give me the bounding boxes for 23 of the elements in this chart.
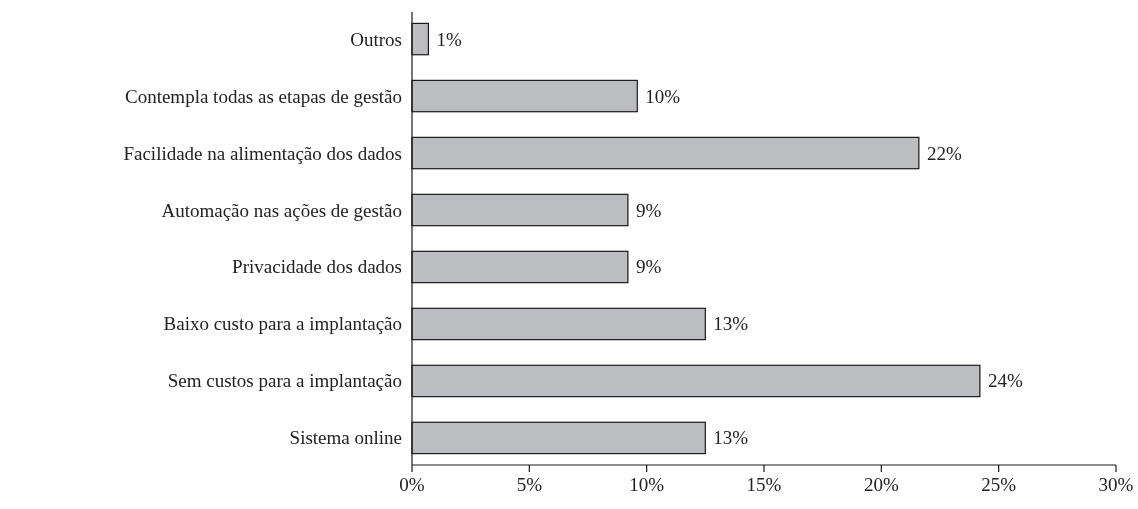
y-tick-label: Sem custos para a implantação: [167, 370, 402, 392]
data-label: 10%: [645, 85, 681, 107]
y-tick-label: Facilidade na alimentação dos dados: [123, 142, 402, 164]
data-label: 9%: [635, 199, 662, 221]
x-tick-label: 10%: [629, 474, 665, 495]
data-label: 22%: [926, 142, 962, 164]
data-label: 1%: [436, 28, 462, 50]
y-tick-label: Privacidade dos dados: [232, 256, 402, 278]
data-label: 13%: [713, 313, 749, 335]
x-tick-label: 30%: [1098, 474, 1134, 495]
y-tick-label: Sistema online: [289, 427, 402, 449]
x-tick-label: 25%: [981, 474, 1017, 495]
y-tick-label: Baixo custo para a implantação: [163, 313, 402, 335]
data-label: 24%: [987, 370, 1023, 392]
y-tick-label: Contempla todas as etapas de gestão: [124, 85, 402, 107]
y-tick-label: Automação nas ações de gestão: [161, 199, 402, 221]
data-label: 9%: [635, 256, 662, 278]
data-label: 13%: [713, 427, 749, 449]
x-tick-label: 15%: [746, 474, 782, 495]
x-tick-label: 20%: [863, 474, 899, 495]
x-tick-label: 0%: [399, 474, 425, 495]
y-tick-label: Outros: [350, 28, 402, 50]
x-tick-label: 5%: [516, 474, 543, 495]
